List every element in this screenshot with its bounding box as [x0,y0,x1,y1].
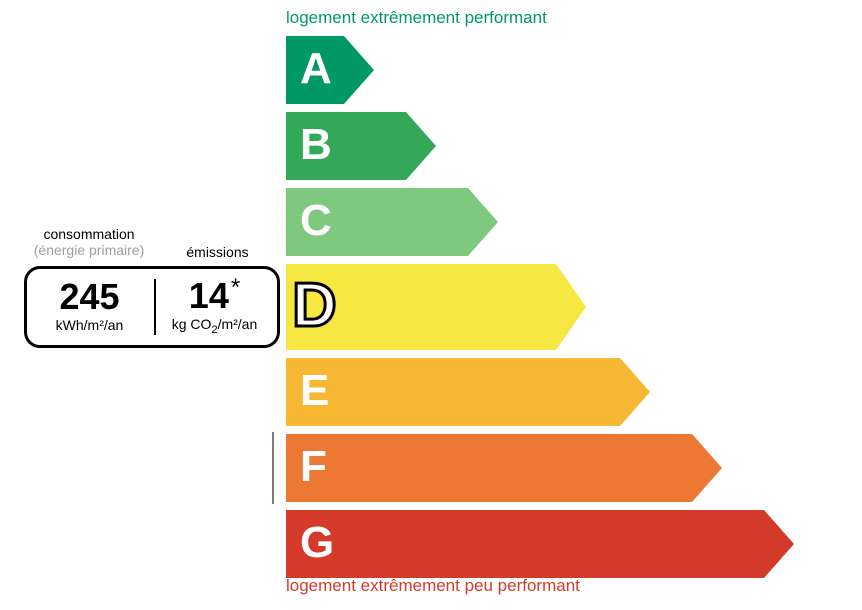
value-box-divider [154,279,156,335]
bar-letter-d: D [292,275,337,337]
bar-shape-e [286,358,650,426]
consumption-label: consommation [24,226,154,242]
f-threshold-marker [272,432,274,504]
bar-letter-a: A [300,47,332,91]
bar-shape-f [286,434,722,502]
bar-shape-g [286,510,794,578]
consumption-header: consommation(énergie primaire) [24,226,154,258]
consumption-value: 245 [59,279,119,315]
bar-row-b: B [286,112,794,180]
bar-row-c: C [286,188,794,256]
consumption-sublabel: (énergie primaire) [24,242,154,258]
bar-letter-e: E [300,369,329,413]
value-box: 245 kWh/m²/an 14* kg CO2/m²/an [24,266,280,348]
emissions-value: 14* [189,276,240,314]
emissions-label: émissions [160,244,275,260]
energy-chart: ABCDEFG [286,36,794,586]
bar-row-e: E [286,358,794,426]
bar-row-g: G [286,510,794,578]
bar-row-d: D [286,264,794,350]
emissions-unit: kg CO2/m²/an [172,316,258,336]
caption-bottom: logement extrêmement peu performant [286,576,580,596]
consumption-cell: 245 kWh/m²/an [27,269,152,345]
bar-row-f: F [286,434,794,502]
bar-letter-b: B [300,123,332,167]
emissions-header: émissions [160,244,275,260]
consumption-unit: kWh/m²/an [56,317,124,333]
caption-top: logement extrêmement performant [286,8,547,28]
bar-letter-c: C [300,199,332,243]
bar-letter-g: G [300,521,334,565]
bar-row-a: A [286,36,794,104]
emissions-cell: 14* kg CO2/m²/an [152,269,277,345]
bar-letter-f: F [300,445,327,489]
